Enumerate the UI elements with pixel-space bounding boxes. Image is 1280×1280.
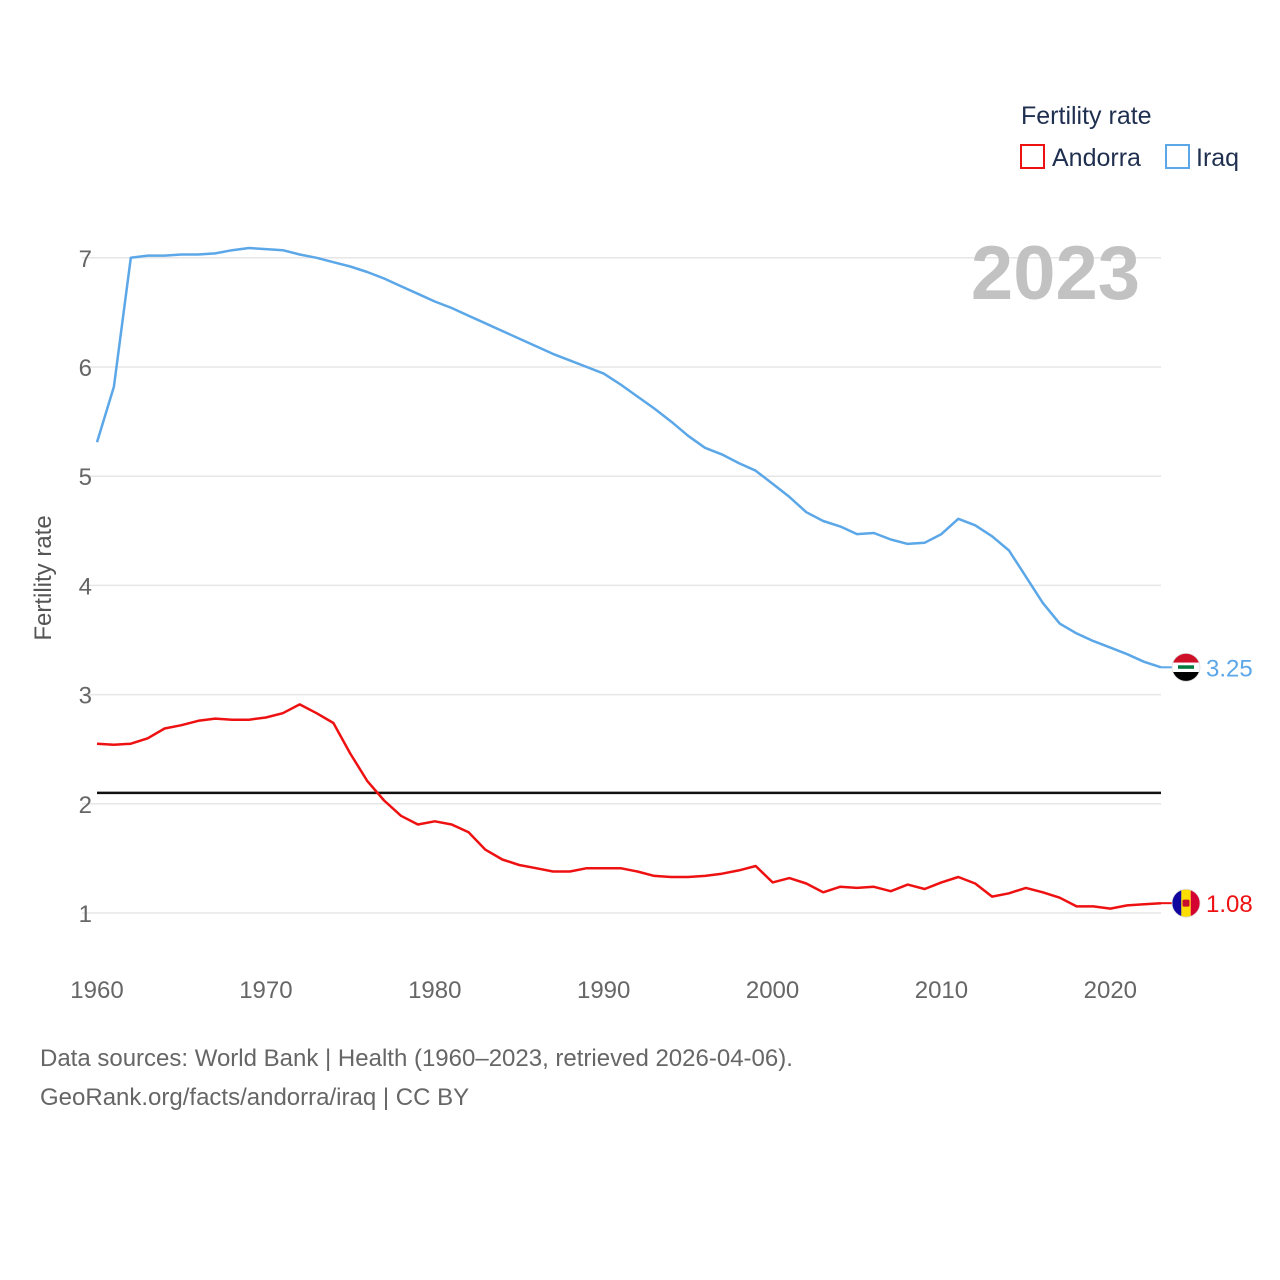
y-tick-label: 1: [79, 901, 92, 928]
legend-swatch-iraq[interactable]: [1165, 144, 1190, 169]
footer-attribution: GeoRank.org/facts/andorra/iraq | CC BY: [40, 1084, 470, 1111]
series-line-iraq[interactable]: [95, 246, 1162, 669]
legend-title: Fertility rate: [1021, 102, 1152, 130]
grid-lines: [82, 257, 1161, 914]
andorra-flag-icon: [1171, 888, 1201, 918]
legend-label-iraq[interactable]: Iraq: [1196, 144, 1239, 172]
end-value-label-andorra: 1.08: [1206, 891, 1253, 918]
legend-swatch-andorra[interactable]: [1020, 144, 1045, 169]
y-tick-label: 6: [79, 355, 92, 382]
x-tick-label: 2020: [1084, 977, 1137, 1004]
x-axis-ticks: 1960 1970 1980 1990 2000 2010 2020: [70, 977, 1137, 1004]
iraq-flag-icon: [1171, 652, 1201, 682]
x-tick-label: 1990: [577, 977, 630, 1004]
y-axis-ticks: 1 2 3 4 5 6 7: [79, 246, 92, 928]
current-year-label: 2023: [971, 231, 1140, 316]
series-lines: [95, 246, 1162, 910]
x-tick-label: 1980: [408, 977, 461, 1004]
legend-label-andorra[interactable]: Andorra: [1052, 144, 1141, 172]
y-axis-title: Fertility rate: [30, 515, 57, 640]
legend: Fertility rate Andorra Iraq: [1020, 102, 1239, 172]
y-tick-label: 3: [79, 683, 92, 710]
y-tick-label: 4: [79, 573, 92, 600]
y-tick-label: 2: [79, 792, 92, 819]
y-tick-label: 5: [79, 464, 92, 491]
x-tick-label: 1970: [239, 977, 292, 1004]
x-tick-label: 1960: [70, 977, 123, 1004]
series-line-andorra[interactable]: [96, 703, 1162, 910]
y-tick-label: 7: [79, 246, 92, 273]
footer-sources: Data sources: World Bank | Health (1960–…: [40, 1045, 793, 1072]
x-tick-label: 2010: [915, 977, 968, 1004]
x-tick-label: 2000: [746, 977, 799, 1004]
end-value-label-iraq: 3.25: [1206, 655, 1253, 682]
end-markers: 1.08 3.25: [1161, 652, 1253, 918]
